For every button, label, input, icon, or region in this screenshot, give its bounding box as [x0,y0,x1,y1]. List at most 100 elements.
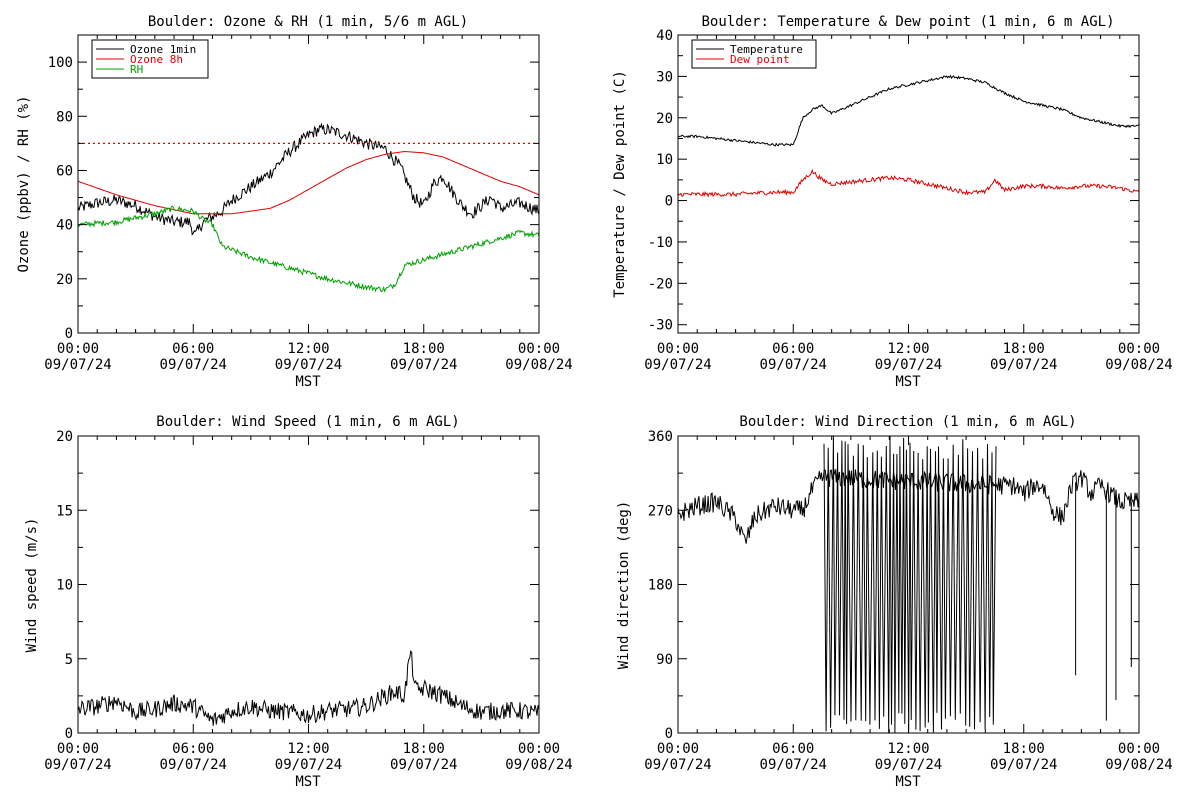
x-tick-label: 12:00 [287,341,329,357]
y-tick-label: 30 [656,69,673,85]
y-tick-label: 90 [656,652,673,668]
wind-direction-line [678,468,1139,544]
y-tick-label: 40 [656,28,673,44]
x-tick-label: 18:00 [403,341,445,357]
x-tick-date-label: 09/07/24 [390,357,457,373]
x-tick-label: 18:00 [1003,341,1045,357]
x-tick-date-label: 09/07/24 [644,757,711,773]
x-tick-label: 18:00 [403,741,445,757]
y-tick-label: 0 [665,726,673,742]
x-tick-date-label: 09/08/24 [505,757,572,773]
x-tick-label: 06:00 [172,741,214,757]
x-tick-label: 00:00 [57,341,99,357]
legend-label: RH [130,63,143,76]
ozone-rh-chart: Boulder: Ozone & RH (1 min, 5/6 m AGL) O… [16,14,573,390]
y-tick-label: 360 [648,429,673,445]
wind-direction-chart: Boulder: Wind Direction (1 min, 6 m AGL)… [616,414,1173,790]
y-axis-label: Wind direction (deg) [616,501,632,670]
plot-frame [77,435,540,734]
temperature-line [678,74,1139,147]
plot-area [678,74,1139,198]
legend-label: Ozone 1min [130,43,196,56]
plot-area [678,436,1139,733]
chart-title: Boulder: Wind Speed (1 min, 6 m AGL) [156,414,459,430]
wind-speed-chart: Boulder: Wind Speed (1 min, 6 m AGL) Win… [24,414,573,790]
x-tick-date-label: 09/07/24 [44,357,111,373]
x-axis-label: MST [295,374,321,390]
y-tick-label: 10 [656,152,673,168]
rh-line [78,205,539,293]
wind-speed-line [78,650,539,726]
y-tick-label: 10 [56,578,73,594]
x-tick-label: 12:00 [887,741,929,757]
y-tick-label: 100 [48,55,73,71]
legend-box [691,39,817,69]
y-tick-label: -30 [648,318,673,334]
x-tick-label: 18:00 [1003,741,1045,757]
x-tick-label: 00:00 [518,741,560,757]
dew-point-line [678,168,1139,198]
x-tick-label: 12:00 [287,741,329,757]
x-tick-label: 06:00 [772,741,814,757]
plot-area [78,650,539,726]
y-tick-label: 180 [648,578,673,594]
y-tick-label: 20 [56,429,73,445]
x-tick-date-label: 09/07/24 [644,357,711,373]
y-tick-label: 60 [56,163,73,179]
y-tick-label: 20 [656,111,673,127]
x-tick-date-label: 09/07/24 [990,757,1057,773]
x-tick-label: 00:00 [57,741,99,757]
chart-title: Boulder: Ozone & RH (1 min, 5/6 m AGL) [148,14,468,30]
x-tick-label: 06:00 [172,341,214,357]
x-tick-date-label: 09/07/24 [390,757,457,773]
x-axis-label: MST [895,374,921,390]
x-tick-label: 00:00 [518,341,560,357]
x-tick-date-label: 09/07/24 [160,757,227,773]
y-axis-label: Wind speed (m/s) [24,518,40,653]
y-tick-label: 0 [65,326,73,342]
y-tick-label: 40 [56,218,73,234]
plot-frame [677,34,1140,334]
wind-direction-variable--line [823,436,997,733]
x-tick-label: 06:00 [772,341,814,357]
temperature-dewpoint-chart: Boulder: Temperature & Dew point (1 min,… [612,14,1173,390]
x-axis-label: MST [295,774,321,790]
y-tick-label: 15 [56,503,73,519]
y-axis-label: Ozone (ppbv) / RH (%) [16,95,32,272]
chart-title: Boulder: Wind Direction (1 min, 6 m AGL) [739,414,1076,430]
x-tick-date-label: 09/07/24 [760,757,827,773]
x-tick-label: 12:00 [887,341,929,357]
y-tick-label: -20 [648,276,673,292]
x-tick-date-label: 09/07/24 [760,357,827,373]
x-tick-date-label: 09/08/24 [1105,757,1172,773]
x-tick-label: 00:00 [1118,741,1160,757]
y-tick-label: -10 [648,235,673,251]
legend-label: Temperature [730,43,803,56]
ozone-8h-line [78,150,539,215]
x-tick-date-label: 09/08/24 [1105,357,1172,373]
y-tick-label: 0 [665,194,673,210]
chart-title: Boulder: Temperature & Dew point (1 min,… [701,14,1114,30]
x-axis-label: MST [895,774,921,790]
y-axis-label: Temperature / Dew point (C) [612,70,628,298]
legend-label: Dew point [730,53,790,66]
x-tick-date-label: 09/07/24 [275,357,342,373]
ozone-1min-line [78,122,539,236]
y-tick-label: 270 [648,503,673,519]
x-tick-label: 00:00 [657,741,699,757]
x-tick-date-label: 09/07/24 [160,357,227,373]
y-tick-label: 80 [56,109,73,125]
x-tick-date-label: 09/07/24 [875,357,942,373]
y-tick-label: 5 [65,652,73,668]
legend-label: Ozone 8h [130,53,183,66]
plot-area [78,122,539,293]
x-tick-date-label: 09/07/24 [990,357,1057,373]
x-tick-date-label: 09/08/24 [505,357,572,373]
x-tick-date-label: 09/07/24 [275,757,342,773]
x-tick-label: 00:00 [657,341,699,357]
plot-frame [77,34,540,334]
y-tick-label: 0 [65,726,73,742]
